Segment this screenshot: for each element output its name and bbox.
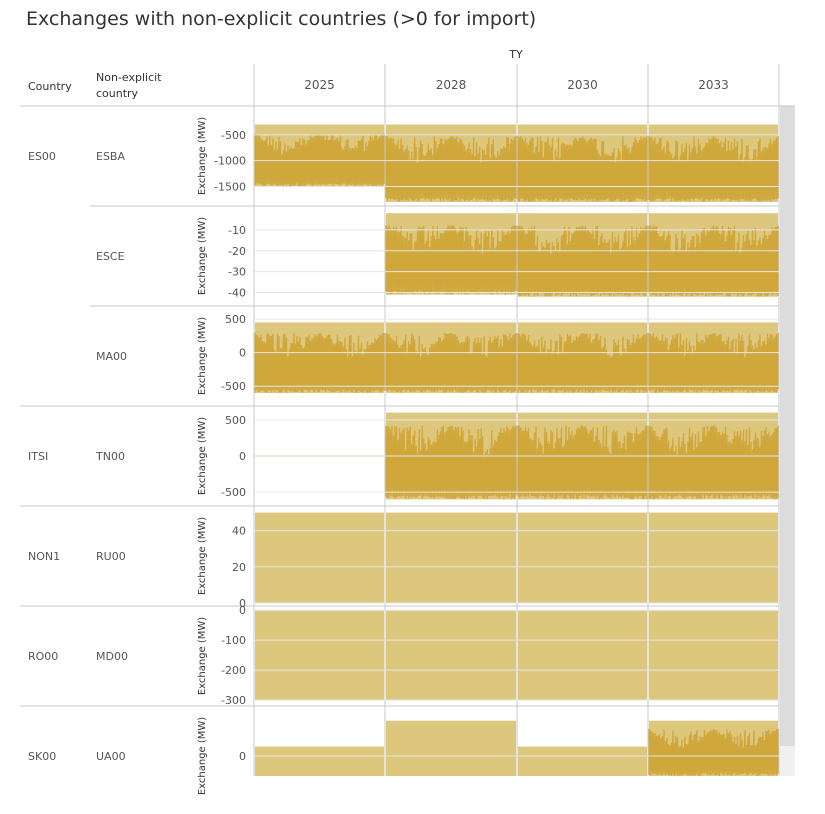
series-band-UA00-2030 [518,746,647,776]
y-tick-label: -500 [221,129,246,142]
y-axis-title-TN00: Exchange (MW) [197,417,208,495]
series-detail-UA00-2033 [648,728,779,776]
y-tick-label: -300 [221,694,246,707]
non-explicit-label-MA00: MA00 [96,350,127,363]
series-band-RU00-2028 [386,512,516,603]
series-detail-MA00-2033 [648,332,779,393]
country-label-ITSI: ITSI [28,450,48,463]
y-tick-label: -200 [221,664,246,677]
series-detail-ESCE-2033 [648,225,779,297]
y-tick-label: 0 [239,750,246,763]
header-non-explicit: Non-explicit [96,71,162,84]
y-axis-title-MA00: Exchange (MW) [197,317,208,395]
series-band-MD00-2033 [649,610,778,701]
y-tick-label: 40 [232,525,246,538]
y-axis-title-UA00: Exchange (MW) [197,717,208,795]
non-explicit-label-UA00: UA00 [96,750,126,763]
column-header-2025: 2025 [304,78,335,92]
series-detail-MA00-2030 [517,332,648,393]
y-tick-label: -10 [228,224,246,237]
country-label-NON1: NON1 [28,550,60,563]
header-non-explicit-2: country [96,87,139,100]
y-tick-label: 0 [239,450,246,463]
y-tick-label: -30 [228,266,246,279]
series-detail-MA00-2025 [254,332,385,393]
y-tick-label: -20 [228,245,246,258]
series-detail-TN00-2030 [517,425,648,500]
series-band-RU00-2033 [649,512,778,603]
y-tick-label: -100 [221,634,246,647]
series-detail-TN00-2028 [385,425,517,500]
y-axis-title-MD00: Exchange (MW) [197,617,208,695]
y-tick-label: 0 [239,597,246,610]
series-detail-TN00-2033 [648,425,779,500]
y-tick-label: -40 [228,287,246,300]
series-band-UA00-2028 [386,720,516,776]
y-tick-label: -1000 [214,155,246,168]
scrollbar-track[interactable] [780,746,795,776]
y-axis-title-RU00: Exchange (MW) [197,517,208,595]
column-group-label: TY [508,48,523,61]
series-band-UA00-2025 [255,746,384,776]
column-header-2028: 2028 [436,78,467,92]
series-detail-ESBA-2033 [648,136,779,202]
y-tick-label: 0 [239,347,246,360]
series-detail-ESBA-2025 [254,133,385,187]
non-explicit-label-ESBA: ESBA [96,150,125,163]
non-explicit-label-ESCE: ESCE [96,250,125,263]
series-detail-ESCE-2028 [385,225,517,295]
country-label-RO00: RO00 [28,650,58,663]
series-detail-MA00-2028 [385,332,517,393]
y-tick-label: -1500 [214,180,246,193]
country-label-ES00: ES00 [28,150,56,163]
y-tick-label: 0 [239,604,246,617]
series-detail-ESBA-2030 [517,136,648,202]
series-detail-ESCE-2030 [517,225,648,297]
country-label-SK00: SK00 [28,750,56,763]
vertical-scrollbar[interactable] [780,106,795,746]
y-axis-title-ESBA: Exchange (MW) [197,117,208,195]
y-tick-label: -500 [221,380,246,393]
column-header-2033: 2033 [698,78,729,92]
series-band-MD00-2025 [255,610,384,701]
header-country: Country [28,80,72,93]
y-tick-label: 500 [225,313,246,326]
y-tick-label: -500 [221,486,246,499]
non-explicit-label-RU00: RU00 [96,550,126,563]
non-explicit-label-TN00: TN00 [95,450,125,463]
y-tick-label: 500 [225,414,246,427]
series-band-MD00-2028 [386,610,516,701]
series-band-RU00-2025 [255,512,384,603]
y-axis-title-ESCE: Exchange (MW) [197,217,208,295]
column-header-2030: 2030 [567,78,598,92]
non-explicit-label-MD00: MD00 [96,650,128,663]
series-band-MD00-2030 [518,610,647,701]
series-detail-ESBA-2028 [385,136,517,203]
y-tick-label: 20 [232,561,246,574]
page-title: Exchanges with non-explicit countries (>… [26,8,537,30]
series-band-RU00-2030 [518,512,647,603]
